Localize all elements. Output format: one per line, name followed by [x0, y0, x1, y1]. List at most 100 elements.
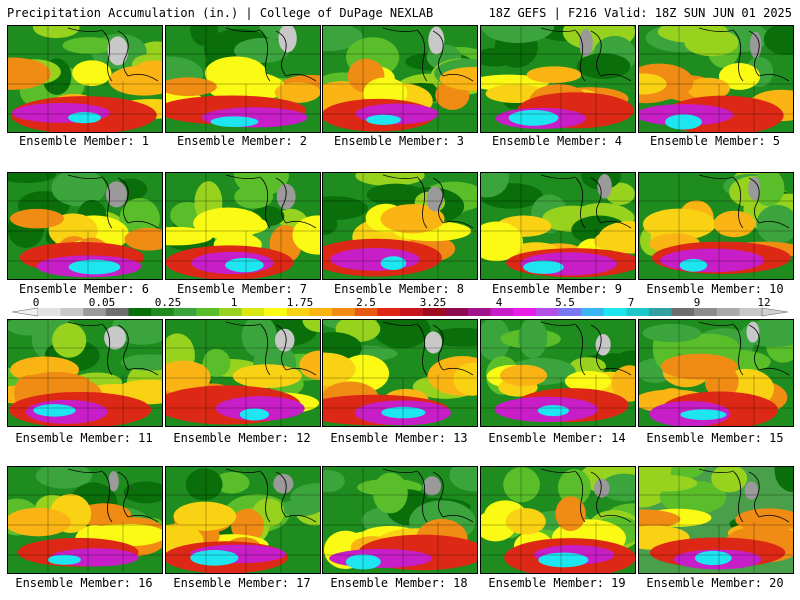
member-map-20 [638, 466, 794, 574]
colorbar-segment [535, 308, 559, 316]
member-caption: Ensemble Member: 13 [330, 431, 468, 445]
member-map-14 [480, 319, 636, 427]
colorbar-segment [400, 308, 423, 316]
precip-field [639, 467, 793, 573]
colorbar-segment [173, 308, 197, 316]
model-run-info: 18Z GEFS | F216 Valid: 18Z SUN JUN 01 20… [488, 6, 792, 20]
colorbar-segment [490, 308, 514, 316]
colorbar-max-arrow [761, 307, 789, 317]
colorbar-segment [671, 308, 695, 316]
member-caption: Ensemble Member: 6 [18, 282, 150, 296]
precip-field [323, 320, 477, 426]
colorbar-segment [467, 308, 491, 316]
precip-field [481, 26, 635, 132]
colorbar-segment [716, 308, 740, 316]
colorbar-segment [694, 308, 718, 316]
colorbar-tick-label: 0.05 [88, 296, 116, 309]
colorbar-segment [332, 308, 356, 316]
member-caption: Ensemble Member: 12 [173, 431, 311, 445]
precip-field [323, 26, 477, 132]
precip-field [166, 320, 320, 426]
colorbar-tick-label: 5.5 [555, 296, 575, 309]
member-map-17 [165, 466, 321, 574]
colorbar-tick-label: 12 [757, 296, 771, 309]
member-map-9 [480, 172, 636, 280]
colorbar-segment [603, 308, 627, 316]
colorbar-segment [513, 308, 537, 316]
member-map-8 [322, 172, 478, 280]
member-map-2 [165, 25, 321, 133]
member-map-19 [480, 466, 636, 574]
member-caption: Ensemble Member: 14 [488, 431, 626, 445]
member-caption: Ensemble Member: 15 [646, 431, 784, 445]
member-map-15 [638, 319, 794, 427]
colorbar-tick-label: 9 [693, 296, 701, 309]
colorbar-tick-label: 0 [32, 296, 40, 309]
colorbar-segment [558, 308, 582, 316]
precip-field [8, 467, 162, 573]
member-map-12 [165, 319, 321, 427]
colorbar-segment [739, 308, 763, 316]
precip-field [481, 320, 635, 426]
precip-field [481, 467, 635, 573]
precip-field [8, 173, 162, 279]
colorbar-tick-label: 4 [495, 296, 503, 309]
colorbar-min-arrow [11, 307, 39, 317]
member-caption: Ensemble Member: 10 [646, 282, 784, 296]
precipitation-colorbar [11, 307, 789, 317]
member-map-13 [322, 319, 478, 427]
colorbar-segment [626, 308, 650, 316]
member-map-16 [7, 466, 163, 574]
member-map-1 [7, 25, 163, 133]
precip-field [481, 173, 635, 279]
member-caption: Ensemble Member: 4 [491, 134, 623, 148]
member-map-7 [165, 172, 321, 280]
colorbar-tick-label: 1.75 [286, 296, 314, 309]
colorbar-tick-label: 0.25 [154, 296, 182, 309]
member-caption: Ensemble Member: 19 [488, 576, 626, 590]
colorbar-segment [83, 308, 107, 316]
member-map-3 [322, 25, 478, 133]
colorbar-segment [60, 308, 84, 316]
member-map-10 [638, 172, 794, 280]
member-caption: Ensemble Member: 7 [176, 282, 308, 296]
colorbar-tick-label: 7 [627, 296, 635, 309]
member-caption: Ensemble Member: 16 [15, 576, 153, 590]
colorbar-segment [151, 308, 175, 316]
colorbar-segment [309, 308, 333, 316]
precip-field [166, 26, 320, 132]
member-map-4 [480, 25, 636, 133]
member-caption: Ensemble Member: 8 [333, 282, 465, 296]
member-map-5 [638, 25, 794, 133]
precip-field [323, 173, 477, 279]
colorbar-segment [196, 308, 220, 316]
member-map-18 [322, 466, 478, 574]
precip-field [639, 173, 793, 279]
colorbar-segment [354, 308, 378, 316]
precip-field [166, 173, 320, 279]
colorbar-segment [219, 308, 242, 316]
colorbar-segment [648, 308, 672, 316]
colorbar-segment [105, 308, 129, 316]
colorbar-tick-label: 2.5 [356, 296, 376, 309]
member-caption: Ensemble Member: 17 [173, 576, 311, 590]
colorbar-segment [128, 308, 152, 316]
colorbar-segment [581, 308, 604, 316]
member-map-6 [7, 172, 163, 280]
precip-field [8, 320, 162, 426]
precip-field [166, 467, 320, 573]
colorbar-segment [38, 308, 61, 316]
colorbar-segment [264, 308, 288, 316]
precip-field [8, 26, 162, 132]
member-caption: Ensemble Member: 3 [333, 134, 465, 148]
colorbar-segment [445, 308, 469, 316]
colorbar-segment [286, 308, 310, 316]
member-caption: Ensemble Member: 18 [330, 576, 468, 590]
precip-field [323, 467, 477, 573]
member-caption: Ensemble Member: 9 [491, 282, 623, 296]
member-caption: Ensemble Member: 2 [176, 134, 308, 148]
member-caption: Ensemble Member: 11 [15, 431, 153, 445]
colorbar-segment [422, 308, 446, 316]
member-map-11 [7, 319, 163, 427]
member-caption: Ensemble Member: 20 [646, 576, 784, 590]
